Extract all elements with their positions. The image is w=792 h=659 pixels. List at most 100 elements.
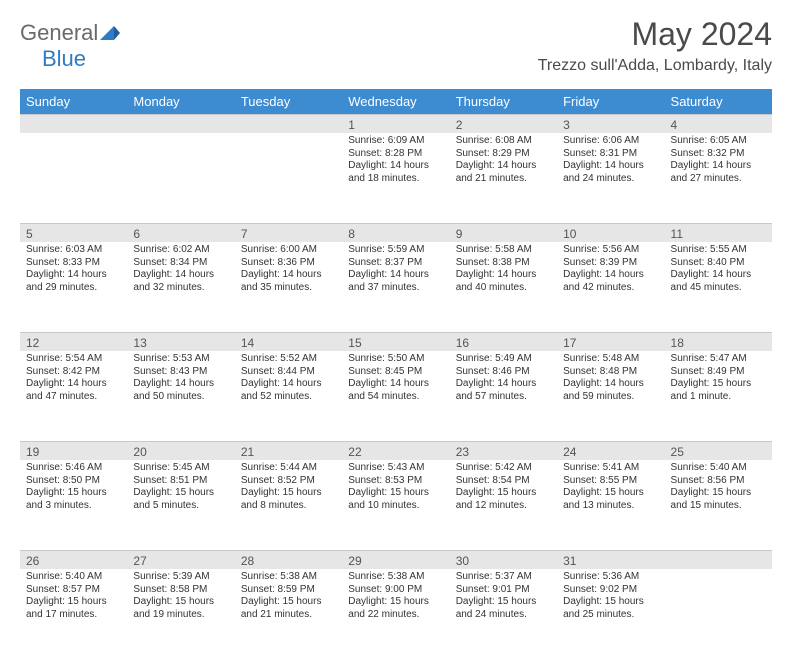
cell-details: Sunrise: 5:40 AMSunset: 8:56 PMDaylight:… bbox=[671, 462, 766, 512]
calendar-cell: Sunrise: 5:38 AMSunset: 9:00 PMDaylight:… bbox=[342, 569, 449, 659]
cell-details: Sunrise: 5:36 AM Sunset: 9:02 PMDaylight:… bbox=[563, 571, 658, 621]
brand-word-2: Blue bbox=[20, 46, 86, 71]
sunset-line: Sunset: 8:43 PM bbox=[133, 366, 207, 377]
title-block: May 2024 Trezzo sull'Adda, Lombardy, Ita… bbox=[538, 16, 772, 83]
daylight-line: Daylight: 14 hours and 27 minutes. bbox=[671, 160, 752, 184]
daylight-line: Daylight: 15 hours and 8 minutes. bbox=[241, 487, 322, 511]
daylight-line: Daylight: 15 hours and 21 minutes. bbox=[241, 596, 322, 620]
day-number: 7 bbox=[241, 227, 248, 241]
cell-details: Sunrise: 5:58 AMSunset: 8:38 PMDaylight:… bbox=[456, 244, 551, 294]
day-number-cell: 25 bbox=[665, 442, 772, 461]
sunrise-line: Sunrise: 5:37 AM bbox=[456, 571, 532, 582]
calendar-cell: Sunrise: 5:56 AMSunset: 8:39 PMDaylight:… bbox=[557, 242, 664, 333]
calendar-cell: Sunrise: 5:42 AMSunset: 8:54 PMDaylight:… bbox=[450, 460, 557, 551]
sunset-line: Sunset: 8:55 PM bbox=[563, 475, 637, 486]
calendar-cell: Sunrise: 5:52 AMSunset: 8:44 PMDaylight:… bbox=[235, 351, 342, 442]
cell-details: Sunrise: 5:37 AMSunset: 9:01 PMDaylight:… bbox=[456, 571, 551, 621]
day-number: 11 bbox=[671, 227, 683, 241]
sunset-line: Sunset: 8:34 PM bbox=[133, 257, 207, 268]
day-number: 12 bbox=[26, 336, 39, 350]
day-number-cell: 9 bbox=[450, 224, 557, 243]
sunset-line: Sunset: 8:39 PM bbox=[563, 257, 637, 268]
sunset-line: Sunset: 9:02 PM bbox=[563, 584, 637, 595]
sunrise-line: Sunrise: 5:46 AM bbox=[26, 462, 102, 473]
daylight-line: Daylight: 15 hours and 10 minutes. bbox=[348, 487, 429, 511]
calendar-cell: Sunrise: 6:09 AMSunset: 8:28 PMDaylight:… bbox=[342, 133, 449, 224]
day-number: 26 bbox=[26, 554, 39, 568]
daylight-line: Daylight: 15 hours and 25 minutes. bbox=[563, 596, 644, 620]
brand-logo: General Blue bbox=[20, 16, 120, 72]
daylight-line: Daylight: 14 hours and 52 minutes. bbox=[241, 378, 322, 402]
daylight-line: Daylight: 15 hours and 22 minutes. bbox=[348, 596, 429, 620]
weekday-header: Monday bbox=[127, 89, 234, 115]
day-number-row: 262728293031 bbox=[20, 551, 772, 570]
sunset-line: Sunset: 8:50 PM bbox=[26, 475, 100, 486]
day-number-cell: 11 bbox=[665, 224, 772, 243]
calendar-cell: Sunrise: 5:39 AMSunset: 8:58 PMDaylight:… bbox=[127, 569, 234, 659]
calendar-cell: Sunrise: 6:00 AMSunset: 8:36 PMDaylight:… bbox=[235, 242, 342, 333]
day-number-cell: 5 bbox=[20, 224, 127, 243]
day-number-cell: 24 bbox=[557, 442, 664, 461]
day-number-cell: 22 bbox=[342, 442, 449, 461]
cell-details: Sunrise: 6:06 AMSunset: 8:31 PMDaylight:… bbox=[563, 135, 658, 185]
cell-details: Sunrise: 5:53 AMSunset: 8:43 PMDaylight:… bbox=[133, 353, 228, 403]
day-number: 17 bbox=[563, 336, 576, 350]
daylight-line: Daylight: 14 hours and 50 minutes. bbox=[133, 378, 214, 402]
cell-details: Sunrise: 5:50 AMSunset: 8:45 PMDaylight:… bbox=[348, 353, 443, 403]
cell-details: Sunrise: 6:08 AMSunset: 8:29 PMDaylight:… bbox=[456, 135, 551, 185]
day-number-cell: 19 bbox=[20, 442, 127, 461]
sunset-line: Sunset: 8:32 PM bbox=[671, 148, 745, 159]
weekday-header: Wednesday bbox=[342, 89, 449, 115]
weekday-header: Sunday bbox=[20, 89, 127, 115]
sunset-line: Sunset: 8:28 PM bbox=[348, 148, 422, 159]
cell-details: Sunrise: 5:42 AMSunset: 8:54 PMDaylight:… bbox=[456, 462, 551, 512]
sunrise-line: Sunrise: 5:40 AM bbox=[671, 462, 747, 473]
daylight-line: Daylight: 14 hours and 47 minutes. bbox=[26, 378, 107, 402]
cell-details: Sunrise: 5:59 AMSunset: 8:37 PMDaylight:… bbox=[348, 244, 443, 294]
cell-details: Sunrise: 5:47 AMSunset: 8:49 PMDaylight:… bbox=[671, 353, 766, 403]
calendar-cell: Sunrise: 5:40 AMSunset: 8:56 PMDaylight:… bbox=[665, 460, 772, 551]
day-number: 18 bbox=[671, 336, 684, 350]
cell-details: Sunrise: 5:52 AMSunset: 8:44 PMDaylight:… bbox=[241, 353, 336, 403]
sunrise-line: Sunrise: 5:47 AM bbox=[671, 353, 747, 364]
calendar-cell bbox=[127, 133, 234, 224]
day-number-row: 1234 bbox=[20, 115, 772, 134]
day-number-cell: 4 bbox=[665, 115, 772, 134]
sunset-line: Sunset: 8:40 PM bbox=[671, 257, 745, 268]
brand-mark-icon bbox=[100, 20, 120, 45]
calendar-cell: Sunrise: 6:06 AMSunset: 8:31 PMDaylight:… bbox=[557, 133, 664, 224]
calendar-cell: Sunrise: 5:45 AMSunset: 8:51 PMDaylight:… bbox=[127, 460, 234, 551]
cell-details: Sunrise: 5:41 AMSunset: 8:55 PMDaylight:… bbox=[563, 462, 658, 512]
sunset-line: Sunset: 9:01 PM bbox=[456, 584, 530, 595]
cell-details: Sunrise: 5:43 AMSunset: 8:53 PMDaylight:… bbox=[348, 462, 443, 512]
calendar-cell: Sunrise: 5:41 AMSunset: 8:55 PMDaylight:… bbox=[557, 460, 664, 551]
calendar-cell bbox=[235, 133, 342, 224]
sunset-line: Sunset: 8:53 PM bbox=[348, 475, 422, 486]
day-number: 20 bbox=[133, 445, 146, 459]
sunset-line: Sunset: 8:48 PM bbox=[563, 366, 637, 377]
daylight-line: Daylight: 14 hours and 59 minutes. bbox=[563, 378, 644, 402]
sunrise-line: Sunrise: 6:06 AM bbox=[563, 135, 639, 146]
day-number: 25 bbox=[671, 445, 684, 459]
daylight-line: Daylight: 14 hours and 37 minutes. bbox=[348, 269, 429, 293]
sunrise-line: Sunrise: 6:00 AM bbox=[241, 244, 317, 255]
day-number: 3 bbox=[563, 118, 570, 132]
day-number-cell: 2 bbox=[450, 115, 557, 134]
calendar-cell: Sunrise: 6:02 AMSunset: 8:34 PMDaylight:… bbox=[127, 242, 234, 333]
sunrise-line: Sunrise: 5:40 AM bbox=[26, 571, 102, 582]
daylight-line: Daylight: 15 hours and 12 minutes. bbox=[456, 487, 537, 511]
day-number-cell: 20 bbox=[127, 442, 234, 461]
day-number: 2 bbox=[456, 118, 463, 132]
sunset-line: Sunset: 8:49 PM bbox=[671, 366, 745, 377]
daylight-line: Daylight: 14 hours and 45 minutes. bbox=[671, 269, 752, 293]
calendar-page: General Blue May 2024 Trezzo sull'Adda, … bbox=[0, 0, 792, 612]
cell-details: Sunrise: 5:45 AMSunset: 8:51 PMDaylight:… bbox=[133, 462, 228, 512]
cell-details: Sunrise: 5:38 AMSunset: 8:59 PMDaylight:… bbox=[241, 571, 336, 621]
day-number-cell: 15 bbox=[342, 333, 449, 352]
sunrise-line: Sunrise: 5:36 AM bbox=[563, 571, 639, 582]
sunrise-line: Sunrise: 5:55 AM bbox=[671, 244, 747, 255]
daylight-line: Daylight: 14 hours and 21 minutes. bbox=[456, 160, 537, 184]
sunrise-line: Sunrise: 5:44 AM bbox=[241, 462, 317, 473]
day-number-cell: 23 bbox=[450, 442, 557, 461]
day-number: 8 bbox=[348, 227, 355, 241]
